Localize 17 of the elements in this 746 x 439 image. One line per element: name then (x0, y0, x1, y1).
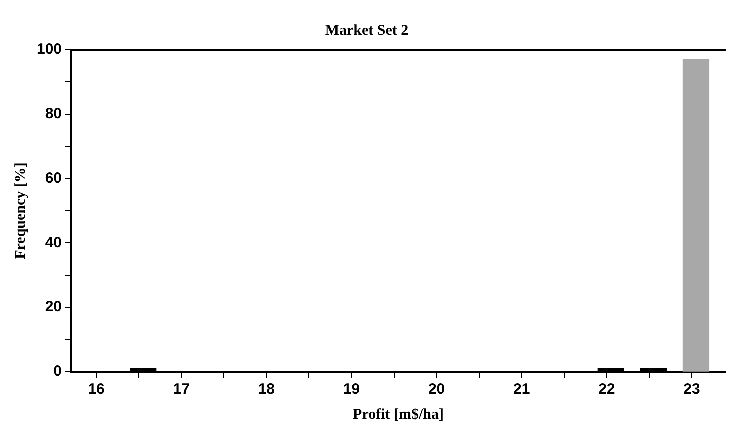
y-tick-label: 20 (45, 298, 62, 316)
y-tick-label: 60 (45, 170, 62, 187)
y-tick-label: 0 (54, 363, 62, 380)
x-tick-label: 21 (514, 381, 530, 398)
y-tick-label: 80 (45, 106, 62, 123)
x-axis-title: Profit [m$/ha] (353, 406, 444, 423)
y-tick-label: 100 (36, 41, 62, 58)
y-tick-label: 40 (45, 234, 62, 252)
x-tick-label: 19 (343, 381, 360, 398)
x-tick-label: 16 (88, 381, 105, 398)
x-tick-label: 18 (258, 381, 276, 398)
x-tick-label: 23 (684, 381, 700, 398)
x-tick-label: 17 (173, 381, 190, 398)
x-tick-label: 20 (428, 381, 446, 398)
x-tick-label: 22 (598, 381, 616, 398)
chart-title: Market Set 2 (325, 22, 409, 39)
y-axis-title: Frequency [%] (12, 162, 29, 260)
